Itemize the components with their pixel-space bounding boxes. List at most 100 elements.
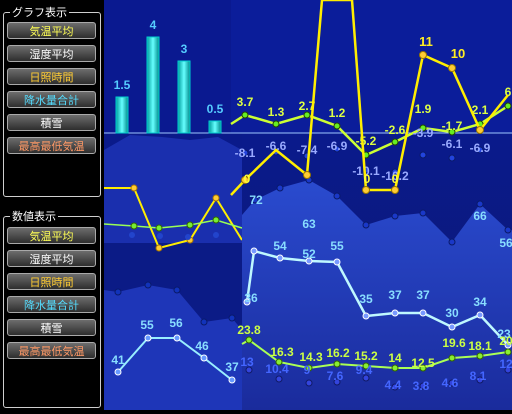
- bottom-left-band-point: [228, 314, 236, 322]
- right-humidity-band: [242, 180, 512, 410]
- weather-chart: 1.5 4 3 0.5 41 55 56 46 37 36 54 52 55 35 37 37 30 34 23 72…: [103, 0, 512, 410]
- sunshine-point: [241, 176, 249, 184]
- right-humidity-label: 34: [473, 295, 487, 309]
- right-bottom-point: [448, 379, 456, 387]
- value-humidity-avg-button[interactable]: 湿度平均: [7, 250, 96, 267]
- right-green-temp-label: 12.5: [411, 356, 435, 370]
- right-green-temp-point: [362, 362, 370, 370]
- right-humidity-band-point: [391, 212, 399, 220]
- sunshine-point: [448, 64, 456, 72]
- sunshine-label: 11: [419, 34, 433, 49]
- snow-bar: [115, 96, 129, 134]
- temp-low-label: -6.9: [470, 141, 491, 155]
- sunshine-line: [230, 0, 509, 196]
- right-green-temp-label: 16.2: [326, 346, 350, 360]
- right-green-temp-label: 18.1: [468, 339, 492, 353]
- bottom-left-band-point: [114, 288, 122, 296]
- right-humidity-label: 35: [359, 292, 373, 306]
- right-bottom-point: [245, 366, 253, 374]
- temp-avg-label: 1.3: [268, 105, 285, 119]
- right-bottom-label: 8.1: [470, 369, 487, 383]
- right-humidity-band-point: [362, 221, 370, 229]
- temp-low-point: [333, 145, 341, 153]
- right-humidity-point: [243, 298, 251, 306]
- temp-avg-point: [419, 124, 427, 132]
- right-bottom-point: [305, 379, 313, 387]
- snow-bar: [146, 36, 160, 134]
- temp-avg-point: [391, 138, 399, 146]
- right-green-temp-point: [275, 358, 283, 366]
- temp-low-point: [241, 149, 249, 157]
- weather-chart-area: 1.5 4 3 0.5 41 55 56 46 37 36 54 52 55 35 37 37 30 34 23 72…: [103, 0, 512, 410]
- mini-sunshine-line: [104, 187, 243, 250]
- right-green-temp-point: [333, 360, 341, 368]
- right-bottom-point: [333, 378, 341, 386]
- snow-bar-label: 0.5: [207, 102, 224, 116]
- graph-precip-button[interactable]: 降水量合計: [7, 91, 96, 108]
- mini-temp-point: [155, 224, 163, 232]
- value-precip-button[interactable]: 降水量合計: [7, 296, 96, 313]
- temp-low-label: -6.9: [327, 139, 348, 153]
- right-humidity-label: 55: [330, 239, 344, 253]
- snow-bar-label: 1.5: [114, 78, 131, 92]
- bottom-left-humidity-point: [200, 354, 208, 362]
- right-bottom-point: [419, 382, 427, 390]
- right-humidity-label: 37: [388, 288, 402, 302]
- right-green-temp-label: 14.3: [299, 350, 323, 364]
- right-humidity-point: [333, 258, 341, 266]
- bottom-left-label: 37: [225, 360, 239, 374]
- temp-avg-point: [504, 102, 512, 110]
- bottom-left-humidity-point: [144, 334, 152, 342]
- right-high-label: 56: [499, 236, 512, 250]
- value-snow-button[interactable]: 積雪: [7, 319, 96, 336]
- right-humidity-point: [276, 254, 284, 262]
- right-green-temp-label: 15.2: [354, 349, 378, 363]
- temp-avg-label: 2.1: [472, 103, 489, 117]
- sunshine-point: [362, 186, 370, 194]
- graph-sunshine-button[interactable]: 日照時間: [7, 68, 96, 85]
- sunshine-label: 0: [364, 172, 371, 186]
- value-sunshine-button[interactable]: 日照時間: [7, 273, 96, 290]
- right-green-temp-label: 16.3: [270, 345, 294, 359]
- snow-bar-label: 3: [181, 42, 188, 56]
- right-bottom-label: 13: [240, 355, 254, 369]
- graph-temp-avg-button[interactable]: 気温平均: [7, 22, 96, 39]
- panel-top-right: [231, 0, 512, 133]
- right-humidity-point: [362, 312, 370, 320]
- right-green-temp-label: 19.6: [442, 336, 466, 350]
- sunshine-label: 0: [392, 172, 399, 186]
- graph-humidity-avg-button[interactable]: 湿度平均: [7, 45, 96, 62]
- mini-temp-point: [212, 216, 220, 224]
- snow-bar: [177, 60, 191, 134]
- temp-low-point: [419, 151, 427, 159]
- sunshine-point: [391, 186, 399, 194]
- right-humidity-band-point: [276, 184, 284, 192]
- sunshine-label: 0: [244, 172, 251, 186]
- right-humidity-point: [250, 247, 258, 255]
- mini-temp-point: [130, 222, 138, 230]
- right-bottom-label: 10.4: [265, 362, 289, 376]
- right-bottom-point: [275, 375, 283, 383]
- sunshine-point: [419, 51, 427, 59]
- right-humidity-band-point: [419, 209, 427, 217]
- value-maxmin-temp-button[interactable]: 最高最低気温: [7, 342, 96, 359]
- mini-temp-point: [186, 221, 194, 229]
- temp-avg-point: [333, 122, 341, 130]
- right-green-temp-label: 14: [388, 351, 402, 365]
- temp-low-label: -10.1: [352, 164, 380, 178]
- right-high-label: 63: [302, 217, 316, 231]
- right-bottom-point: [391, 383, 399, 391]
- right-bottom-label: 9: [304, 363, 311, 377]
- value-display-group: 数値表示 気温平均 湿度平均 日照時間 降水量合計 積雪 最高最低気温: [3, 210, 101, 408]
- mini-sunshine-point: [212, 194, 220, 202]
- graph-snow-button[interactable]: 積雪: [7, 114, 96, 131]
- bottom-left-band-point: [200, 318, 208, 326]
- right-humidity-label: 23: [497, 327, 511, 341]
- mini-low-point: [185, 234, 191, 240]
- mini-low-point: [129, 232, 135, 238]
- right-green-temp-point: [305, 364, 313, 372]
- mini-sunshine-point: [130, 184, 138, 192]
- graph-maxmin-temp-button[interactable]: 最高最低気温: [7, 137, 96, 154]
- temp-avg-label: 1.2: [329, 106, 346, 120]
- value-temp-avg-button[interactable]: 気温平均: [7, 227, 96, 244]
